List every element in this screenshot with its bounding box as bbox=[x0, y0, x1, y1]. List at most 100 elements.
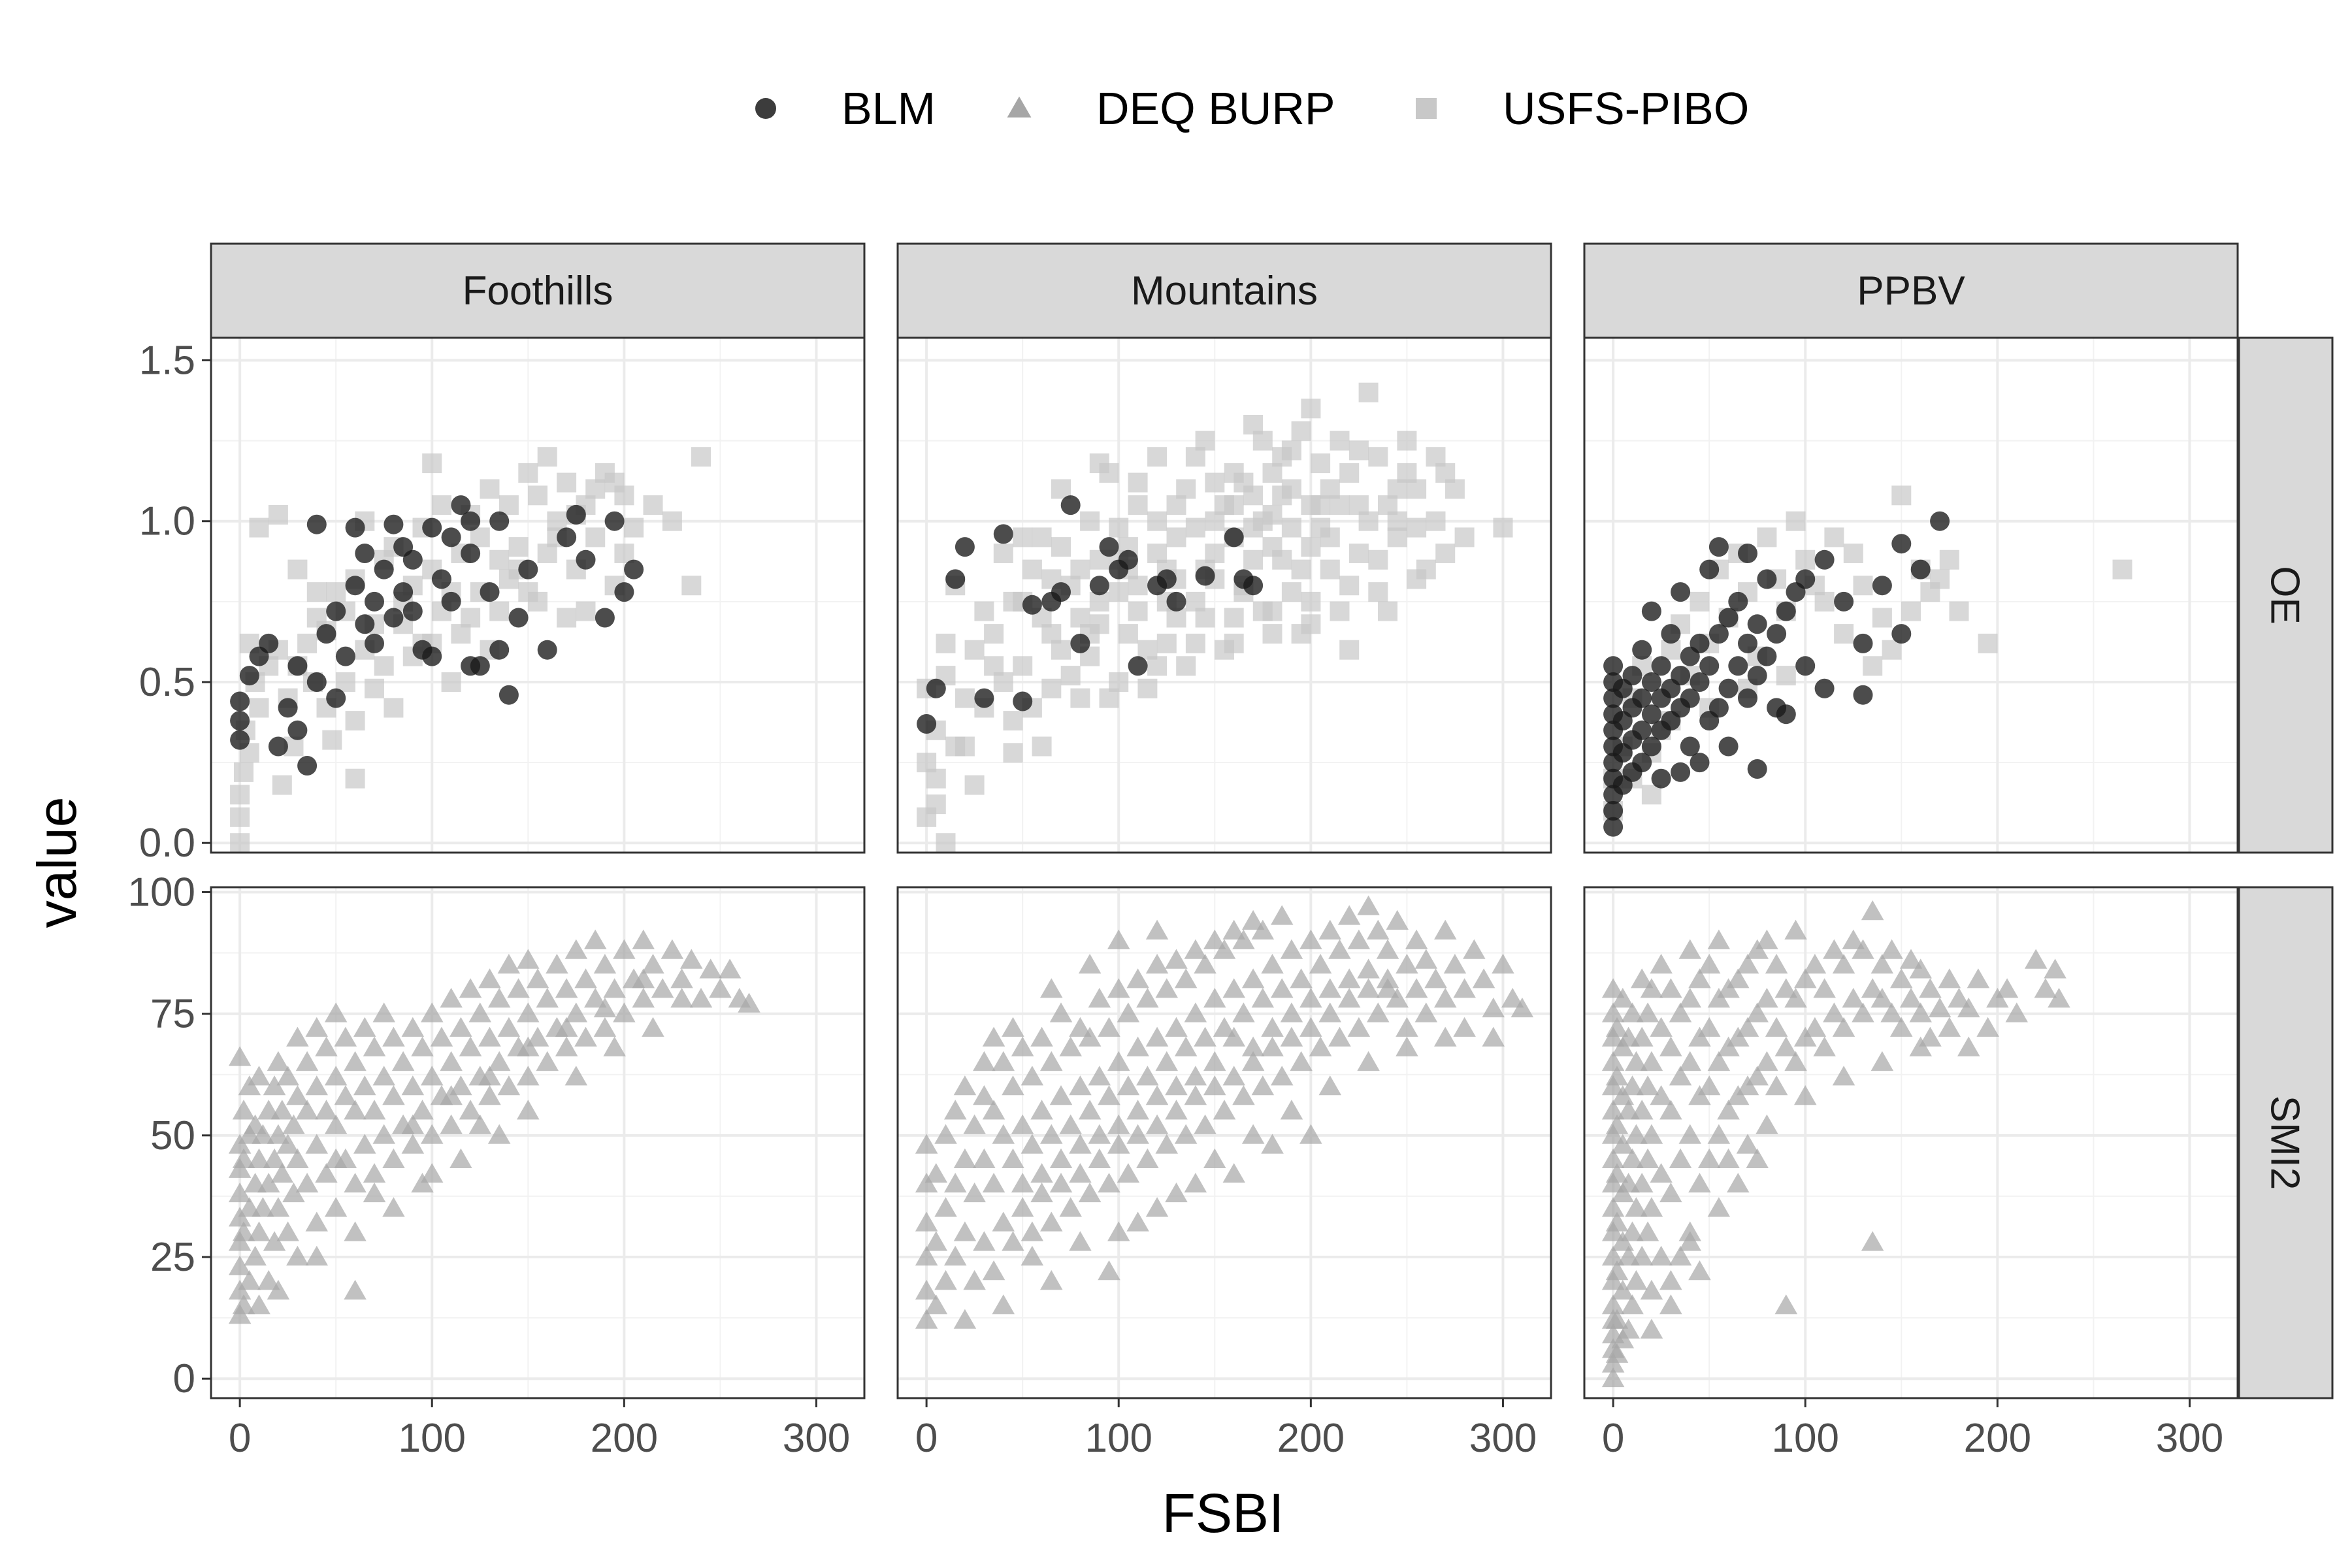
data-point bbox=[1919, 978, 1942, 998]
data-point bbox=[1708, 537, 1729, 557]
data-point bbox=[1948, 988, 1970, 1008]
data-point bbox=[1891, 485, 1912, 506]
data-point bbox=[507, 978, 530, 998]
data-point bbox=[1767, 624, 1787, 644]
data-point bbox=[528, 591, 547, 612]
data-point bbox=[738, 992, 760, 1013]
data-point bbox=[1136, 1148, 1159, 1168]
x-tick-label: 100 bbox=[1085, 1416, 1152, 1461]
data-point bbox=[1688, 1260, 1711, 1281]
data-point bbox=[1718, 678, 1739, 698]
data-point bbox=[232, 1221, 255, 1241]
data-point bbox=[1622, 666, 1642, 686]
data-point bbox=[1601, 1002, 1625, 1022]
data-point bbox=[1611, 988, 1635, 1008]
data-point bbox=[1311, 517, 1331, 538]
data-point bbox=[1631, 1173, 1654, 1193]
data-point bbox=[1957, 997, 1980, 1018]
data-point bbox=[1387, 511, 1407, 531]
data-point bbox=[917, 714, 937, 734]
data-point bbox=[1736, 1134, 1759, 1154]
data-point bbox=[421, 1163, 444, 1183]
data-point bbox=[441, 591, 461, 612]
data-point bbox=[1434, 919, 1457, 939]
data-point bbox=[1601, 1245, 1625, 1266]
data-point bbox=[953, 1309, 977, 1329]
strip-ppbv bbox=[1583, 242, 2239, 339]
data-point bbox=[1126, 968, 1149, 988]
data-point bbox=[372, 1002, 395, 1022]
data-point bbox=[286, 1085, 309, 1105]
x-tick-label: 200 bbox=[1964, 1416, 2031, 1461]
data-point bbox=[1938, 1017, 1961, 1037]
data-point bbox=[1126, 1211, 1149, 1232]
data-point bbox=[642, 953, 664, 974]
data-point bbox=[276, 1066, 299, 1086]
data-point bbox=[1011, 1197, 1034, 1217]
data-point bbox=[449, 1075, 472, 1096]
data-point bbox=[1166, 495, 1186, 515]
data-point bbox=[252, 1124, 274, 1144]
data-point bbox=[1203, 929, 1226, 949]
data-point bbox=[934, 1197, 957, 1217]
data-point bbox=[252, 1197, 274, 1217]
data-point bbox=[604, 511, 625, 531]
panel-border bbox=[1583, 336, 2239, 854]
data-point bbox=[1126, 1100, 1149, 1120]
data-point bbox=[1222, 919, 1245, 939]
data-point bbox=[440, 988, 463, 1008]
data-point bbox=[993, 544, 1013, 563]
data-point bbox=[1155, 978, 1178, 998]
data-point bbox=[632, 929, 655, 949]
data-point bbox=[259, 633, 279, 653]
y-tick-label: 50 bbox=[150, 1113, 195, 1158]
data-point bbox=[295, 1100, 319, 1120]
data-point bbox=[282, 1183, 305, 1203]
data-point bbox=[1145, 919, 1169, 939]
data-point bbox=[1765, 953, 1788, 974]
data-point bbox=[1640, 1051, 1663, 1071]
data-point bbox=[1978, 633, 1998, 653]
data-point bbox=[555, 1036, 578, 1056]
data-point bbox=[1832, 953, 1855, 974]
data-point bbox=[1718, 736, 1739, 757]
panel-border bbox=[1583, 886, 2239, 1399]
data-point bbox=[1852, 1002, 1874, 1022]
data-point bbox=[257, 1270, 280, 1290]
data-point bbox=[1107, 978, 1130, 998]
data-point bbox=[1795, 656, 1816, 676]
data-point bbox=[557, 527, 577, 547]
data-point bbox=[2048, 988, 2070, 1008]
data-point bbox=[1318, 1075, 1341, 1096]
data-point bbox=[1708, 698, 1729, 718]
data-point bbox=[1281, 582, 1301, 602]
data-point bbox=[1454, 527, 1475, 547]
data-point bbox=[1746, 1066, 1769, 1086]
data-point bbox=[1386, 909, 1409, 930]
data-point bbox=[517, 1066, 540, 1086]
data-point bbox=[295, 1173, 319, 1193]
data-point bbox=[1262, 463, 1282, 483]
data-point bbox=[564, 939, 588, 959]
data-point bbox=[982, 1026, 1005, 1047]
data-point bbox=[1603, 801, 1624, 821]
data-point bbox=[263, 1231, 286, 1251]
data-point bbox=[518, 559, 538, 580]
data-point bbox=[992, 1211, 1015, 1232]
data-point bbox=[324, 1148, 348, 1168]
data-point bbox=[1309, 953, 1332, 974]
data-point bbox=[1145, 1026, 1169, 1047]
data-point bbox=[1601, 1367, 1625, 1388]
data-point bbox=[915, 1279, 938, 1300]
data-point bbox=[1803, 953, 1827, 974]
data-point bbox=[1291, 624, 1311, 644]
data-point bbox=[382, 1148, 405, 1168]
data-point bbox=[915, 1245, 938, 1266]
data-point bbox=[1070, 688, 1090, 708]
data-point bbox=[1621, 1075, 1644, 1096]
data-point bbox=[1021, 1066, 1044, 1086]
data-point bbox=[2005, 1002, 2028, 1022]
data-point bbox=[1601, 1294, 1625, 1315]
data-point bbox=[1880, 939, 1903, 959]
data-point bbox=[953, 1221, 977, 1241]
